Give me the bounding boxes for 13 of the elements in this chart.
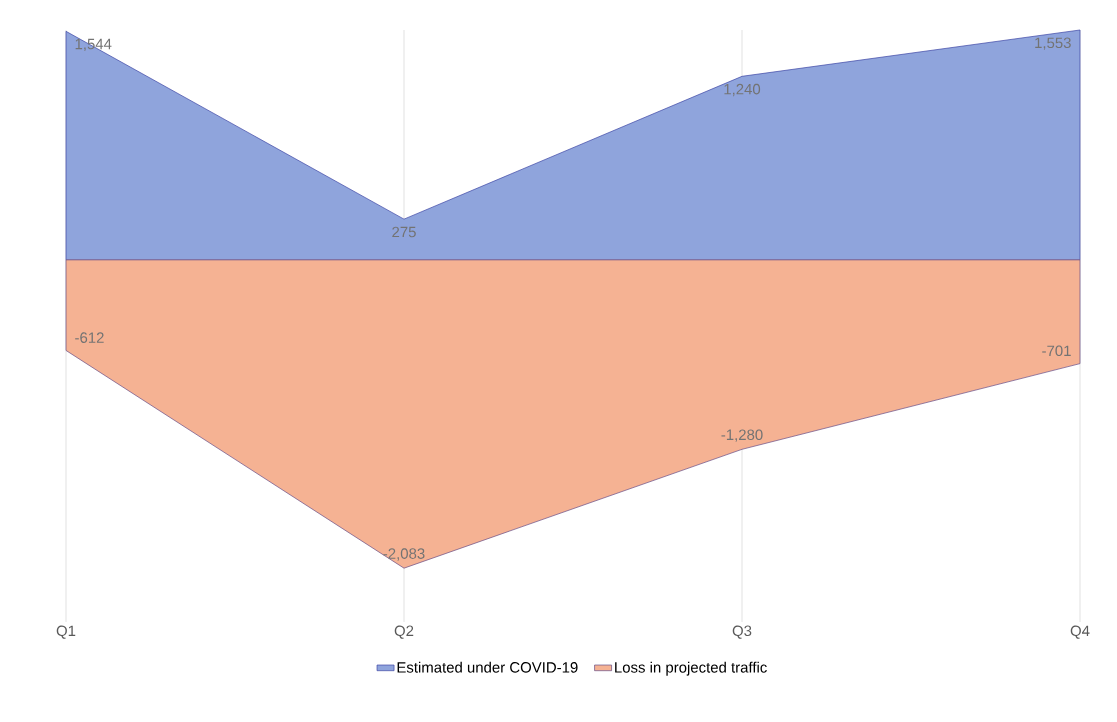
legend-label: Loss in projected traffic [615, 661, 767, 676]
data-label: -1,280 [721, 429, 763, 442]
x-tick-label: Q4 [1070, 625, 1090, 639]
data-label: -612 [75, 332, 104, 343]
data-label: 1,240 [724, 83, 761, 97]
data-label: -2,083 [383, 548, 425, 561]
data-label: -701 [1042, 345, 1071, 357]
x-tick-label: Q3 [732, 625, 752, 639]
data-label: 275 [392, 226, 416, 238]
x-tick-label: Q2 [394, 625, 414, 639]
data-label: 1,553 [1035, 37, 1071, 50]
legend-label: Estimated under COVID-19 [397, 661, 578, 673]
x-tick-label: Q1 [56, 625, 76, 639]
